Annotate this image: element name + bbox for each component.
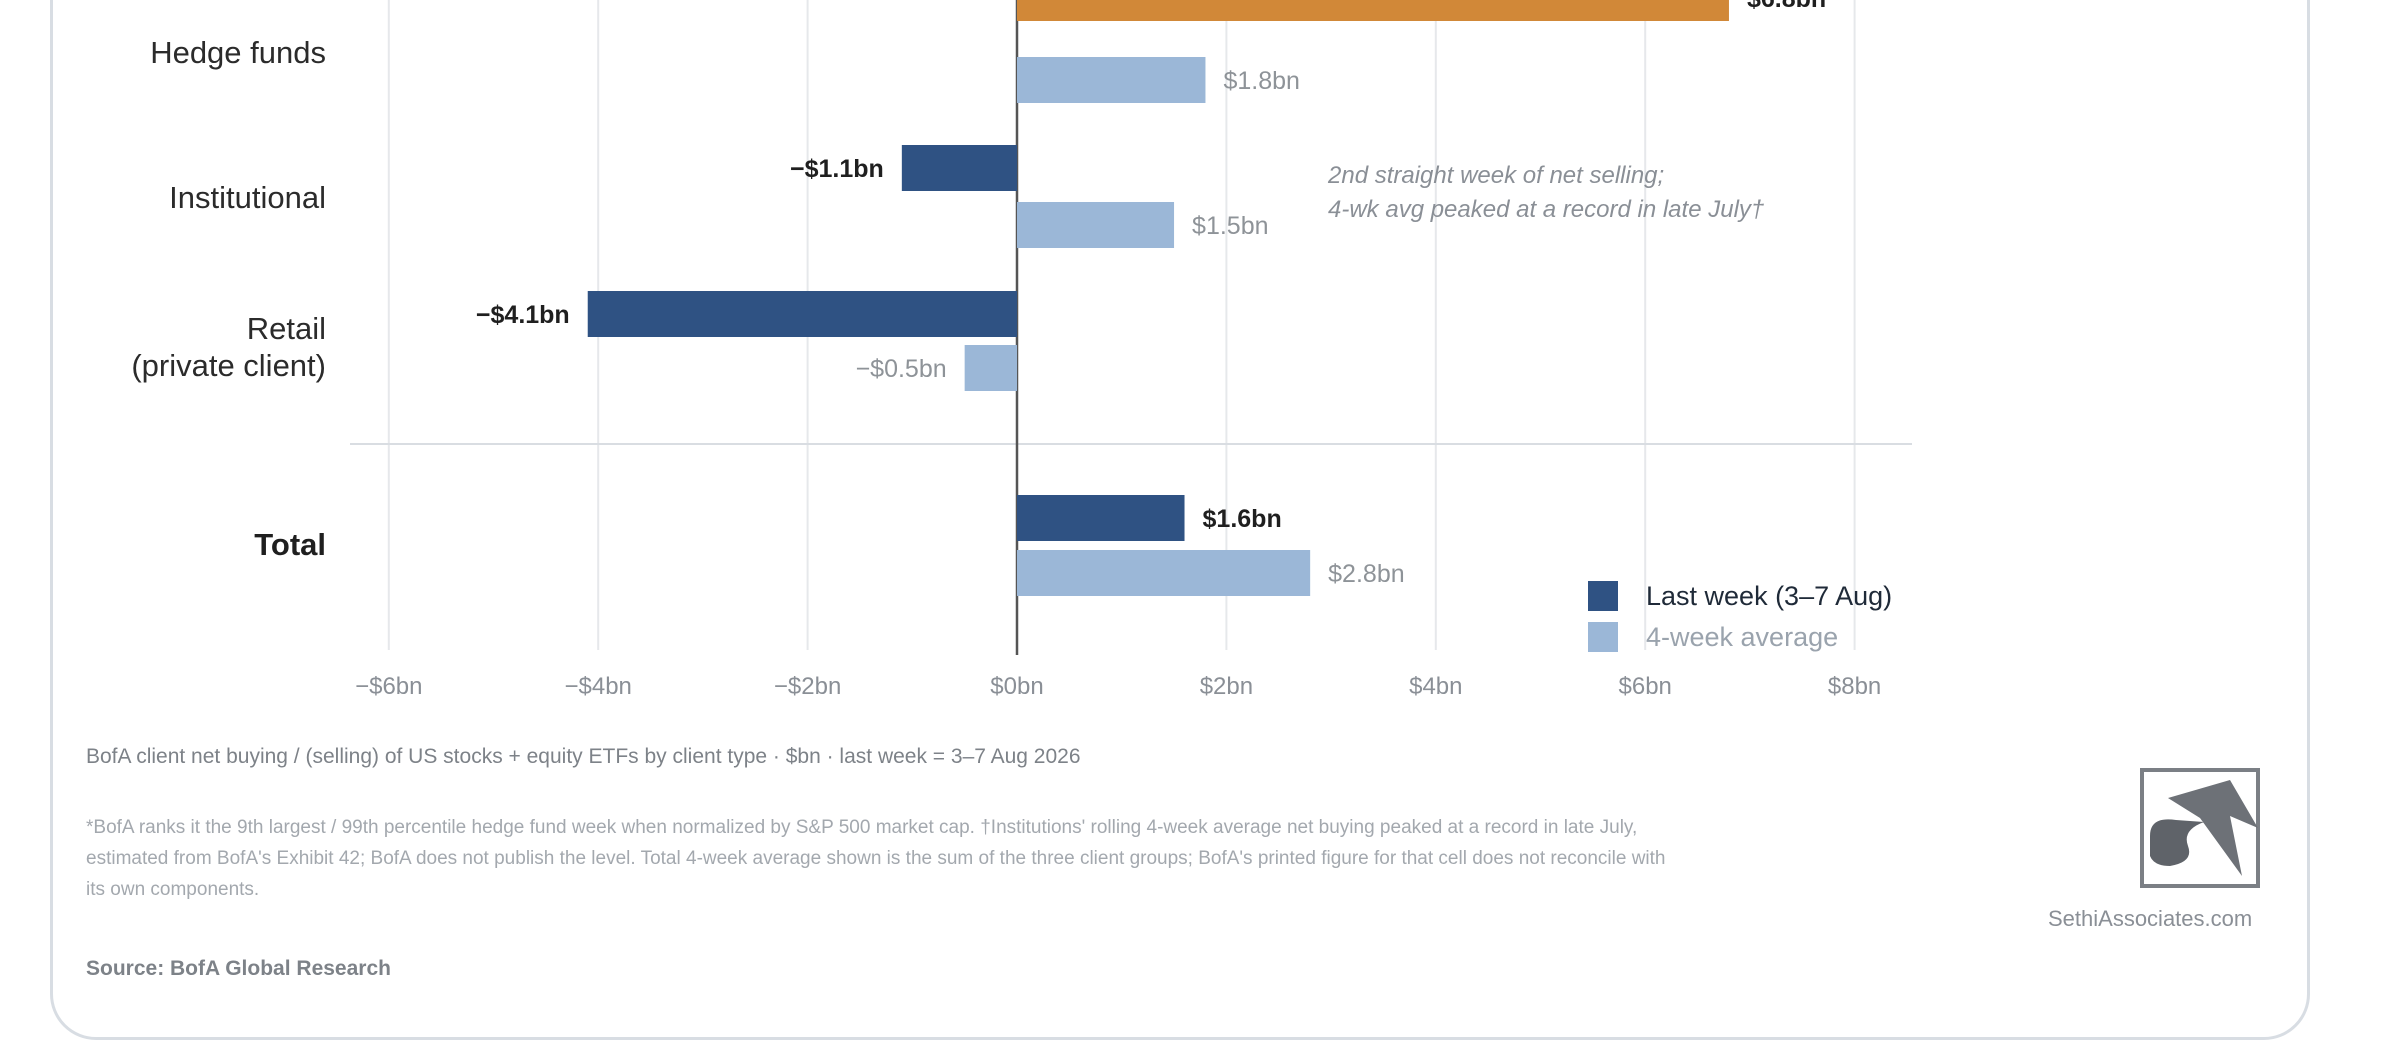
x-tick-label: $0bn [990,673,1043,700]
x-tick-labels: −$6bn −$4bn −$2bn $0bn $2bn $4bn $6bn $8bn [355,673,1881,700]
x-tick-label: −$6bn [355,673,422,700]
x-tick-label: $8bn [1828,673,1881,700]
category-label: Retail [247,311,326,346]
legend-label-last-week: Last week (3–7 Aug) [1646,581,1892,611]
legend: Last week (3–7 Aug) 4-week average [1588,581,1892,652]
bar-4-week-average [1017,57,1206,103]
bar-last-week [1017,0,1729,21]
logo-website: SethiAssociates.com [2048,906,2253,931]
category-labels: Hedge funds Institutional Retail(private c… [131,35,326,562]
data-label-4-week-average: −$0.5bn [856,355,947,383]
data-label-last-week: $6.8bn [1747,0,1826,13]
bar-4-week-average [1017,202,1175,248]
legend-swatch-last-week [1588,581,1618,611]
data-label-4-week-average: $1.8bn [1223,67,1299,95]
footnote: *BofA ranks it the 9th largest / 99th pe… [86,817,1666,900]
bar-chart: $6.8bn $1.8bn −$1.1bn $1.5bn −$4.1bn −$0.5bn $… [131,0,1912,700]
data-label-last-week: −$4.1bn [476,301,570,329]
sethi-logo-icon [2140,768,2260,888]
x-tick-label: $4bn [1409,673,1462,700]
annotation-text: 2nd straight week of net selling; [1327,162,1664,189]
bar-4-week-average [1017,550,1311,596]
x-tick-label: −$2bn [774,673,841,700]
x-tick-label: $6bn [1619,673,1672,700]
data-label-last-week: −$1.1bn [790,155,884,183]
annotation: 2nd straight week of net selling; 4-wk av… [1327,162,1765,223]
bar-last-week [587,291,1017,337]
x-tick-label: $2bn [1200,673,1253,700]
x-tick-label: −$4bn [564,673,631,700]
data-label-last-week: $1.6bn [1203,505,1282,533]
source-note: Source: BofA Global Research [86,957,391,980]
bars [587,0,1729,596]
bar-last-week [1017,495,1185,541]
legend-label-4-week-average: 4-week average [1646,622,1838,652]
bar-4-week-average [964,345,1017,391]
category-label: Institutional [169,180,326,215]
data-labels: $6.8bn $1.8bn −$1.1bn $1.5bn −$4.1bn −$0.5bn $… [476,0,1826,588]
legend-swatch-4-week-average [1588,622,1618,652]
category-label: Total [254,527,326,562]
bar-last-week [901,145,1017,191]
category-label: Hedge funds [150,35,326,70]
data-label-4-week-average: $1.5bn [1192,212,1268,240]
annotation-text: 4-wk avg peaked at a record in late July… [1328,196,1765,223]
chart-subtitle: BofA client net buying / (selling) of US… [86,745,1081,768]
category-label: (private client) [131,348,326,383]
data-label-4-week-average: $2.8bn [1328,560,1404,588]
